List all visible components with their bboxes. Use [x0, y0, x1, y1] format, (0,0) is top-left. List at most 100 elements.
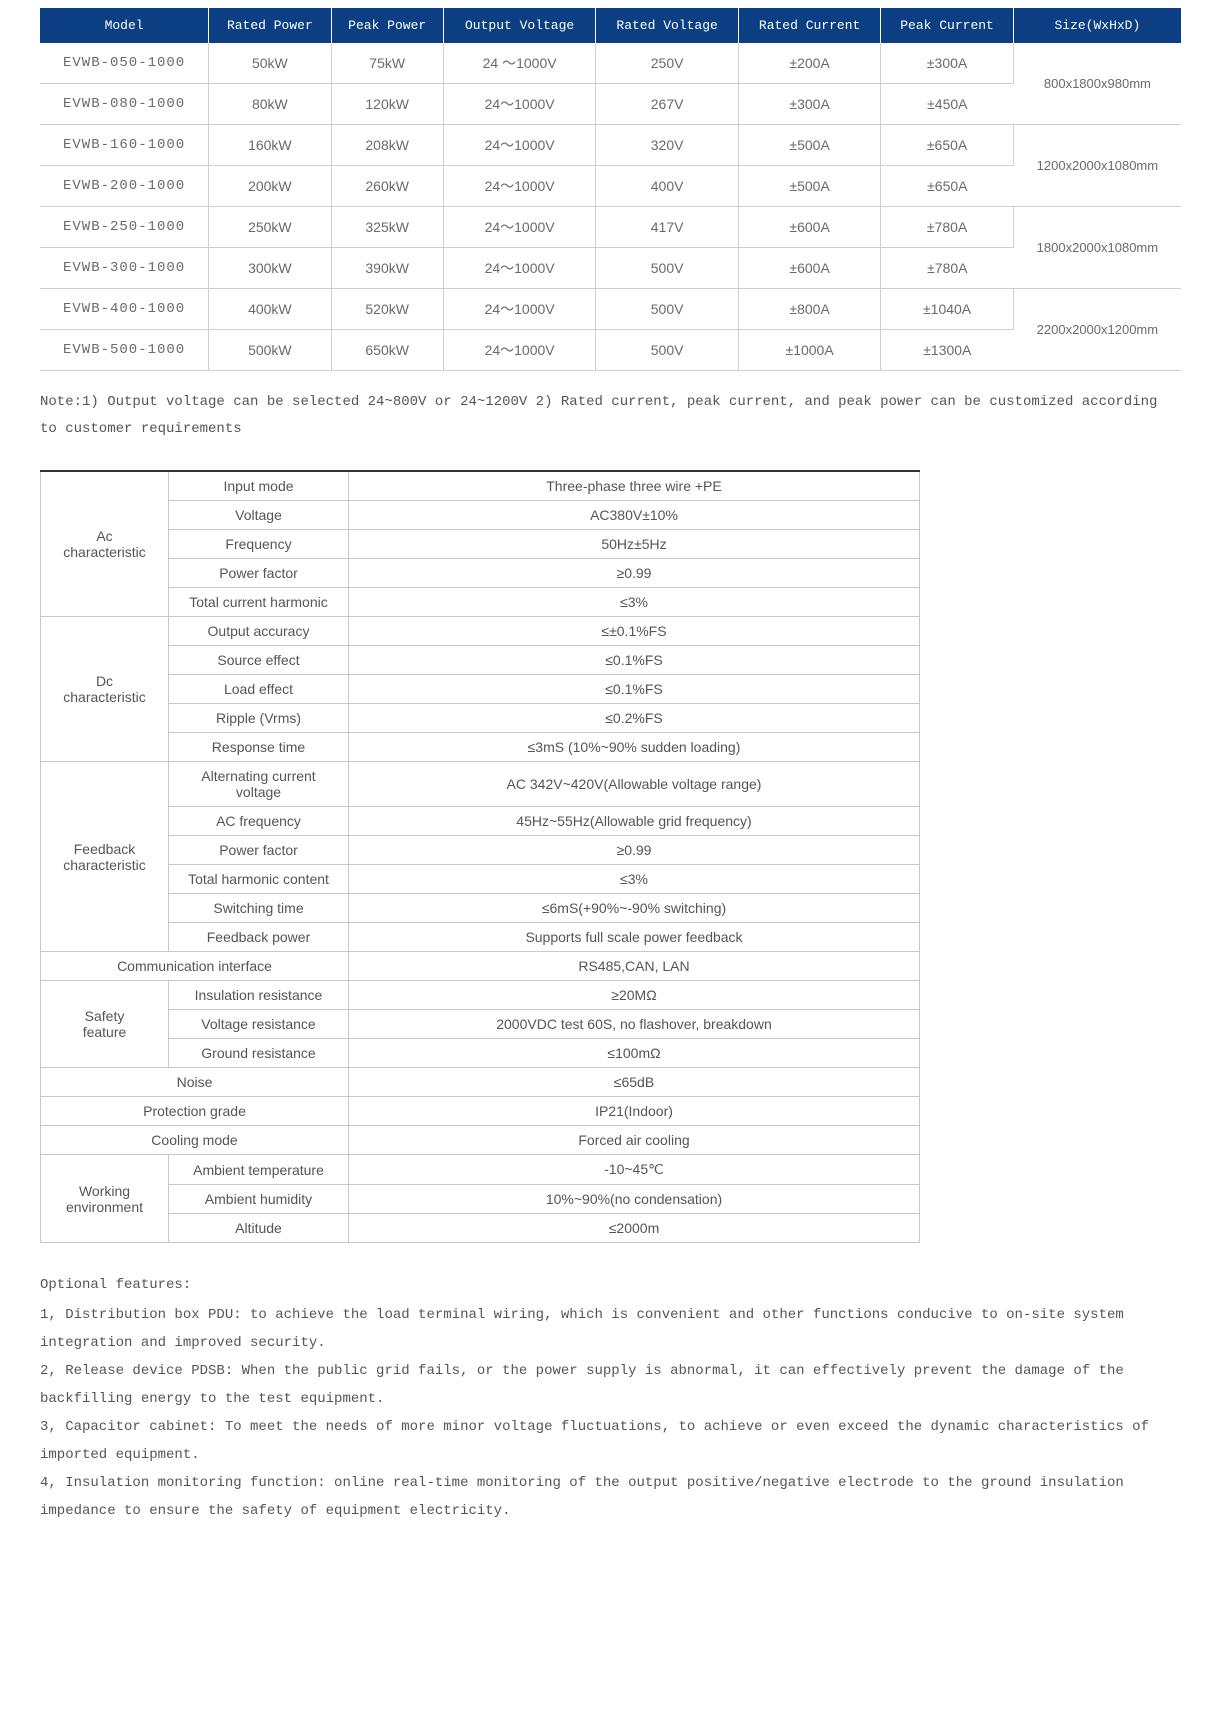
spec-param: Power factor [169, 836, 349, 865]
spec-category: Cooling mode [41, 1126, 349, 1155]
spec-param: Power factor [169, 559, 349, 588]
spec-value: ≥0.99 [349, 836, 920, 865]
cell: ±200A [738, 43, 880, 84]
cell: 24 ～1000V [443, 43, 596, 84]
cell: ±1000A [738, 330, 880, 371]
cell: ±650A [881, 166, 1013, 207]
cell: 650kW [331, 330, 443, 371]
spec-param: AC frequency [169, 807, 349, 836]
spec-row: Voltage resistance2000VDC test 60S, no f… [41, 1010, 920, 1039]
spec-value: Supports full scale power feedback [349, 923, 920, 952]
cell: ±500A [738, 125, 880, 166]
cell: 80kW [209, 84, 331, 125]
cell: ±780A [881, 248, 1013, 289]
spec-param: Ambient temperature [169, 1155, 349, 1185]
size-cell: 1800x2000x1080mm [1013, 207, 1181, 289]
spec-value: IP21(Indoor) [349, 1097, 920, 1126]
spec-value: ≤3% [349, 588, 920, 617]
spec-param: Frequency [169, 530, 349, 559]
cell: 325kW [331, 207, 443, 248]
spec-category: Feedbackcharacteristic [41, 762, 169, 952]
col-peak-power: Peak Power [331, 8, 443, 43]
optional-item: 1, Distribution box PDU: to achieve the … [40, 1301, 1181, 1357]
cell: EVWB-160-1000 [40, 125, 209, 166]
spec-param: Alternating current voltage [169, 762, 349, 807]
spec-value: ≤0.1%FS [349, 675, 920, 704]
spec-row: Power factor≥0.99 [41, 836, 920, 865]
spec-value: ≤3mS (10%~90% sudden loading) [349, 733, 920, 762]
cell: ±300A [881, 43, 1013, 84]
spec-value: ≥0.99 [349, 559, 920, 588]
spec-param: Total current harmonic [169, 588, 349, 617]
cell: 390kW [331, 248, 443, 289]
optional-item: 2, Release device PDSB: When the public … [40, 1357, 1181, 1413]
spec-row: DccharacteristicOutput accuracy≤±0.1%FS [41, 617, 920, 646]
cell: 500V [596, 330, 738, 371]
spec-category: Workingenvironment [41, 1155, 169, 1243]
spec-value: 50Hz±5Hz [349, 530, 920, 559]
cell: 500kW [209, 330, 331, 371]
spec-row: Cooling modeForced air cooling [41, 1126, 920, 1155]
cell: 160kW [209, 125, 331, 166]
table-row: EVWB-050-100050kW75kW24 ～1000V250V±200A±… [40, 43, 1181, 84]
cell: 208kW [331, 125, 443, 166]
spec-row: VoltageAC380V±10% [41, 501, 920, 530]
spec-value: AC380V±10% [349, 501, 920, 530]
cell: 24～1000V [443, 125, 596, 166]
spec-category: Safetyfeature [41, 981, 169, 1068]
spec-value: Forced air cooling [349, 1126, 920, 1155]
cell: 400kW [209, 289, 331, 330]
table-row: EVWB-400-1000400kW520kW24～1000V500V±800A… [40, 289, 1181, 330]
spec-param: Ground resistance [169, 1039, 349, 1068]
spec-row: Altitude≤2000m [41, 1214, 920, 1243]
cell: 267V [596, 84, 738, 125]
spec-param: Ripple (Vrms) [169, 704, 349, 733]
spec-param: Response time [169, 733, 349, 762]
models-header-row: Model Rated Power Peak Power Output Volt… [40, 8, 1181, 43]
spec-value: ≤±0.1%FS [349, 617, 920, 646]
spec-value: ≤0.1%FS [349, 646, 920, 675]
cell: ±1040A [881, 289, 1013, 330]
col-output-voltage: Output Voltage [443, 8, 596, 43]
cell: 24～1000V [443, 330, 596, 371]
spec-param: Source effect [169, 646, 349, 675]
spec-value: ≤2000m [349, 1214, 920, 1243]
cell: 417V [596, 207, 738, 248]
col-size: Size(WxHxD) [1013, 8, 1181, 43]
cell: 75kW [331, 43, 443, 84]
cell: 120kW [331, 84, 443, 125]
cell: EVWB-050-1000 [40, 43, 209, 84]
cell: EVWB-250-1000 [40, 207, 209, 248]
spec-value: 10%~90%(no condensation) [349, 1185, 920, 1214]
optional-item: 3, Capacitor cabinet: To meet the needs … [40, 1413, 1181, 1469]
cell: 250V [596, 43, 738, 84]
spec-param: Input mode [169, 471, 349, 501]
size-cell: 2200x2000x1200mm [1013, 289, 1181, 371]
table-row: EVWB-500-1000500kW650kW24～1000V500V±1000… [40, 330, 1181, 371]
spec-row: AccharacteristicInput modeThree-phase th… [41, 471, 920, 501]
spec-row: WorkingenvironmentAmbient temperature-10… [41, 1155, 920, 1185]
optional-features: Optional features: 1, Distribution box P… [40, 1271, 1181, 1525]
spec-value: -10~45℃ [349, 1155, 920, 1185]
spec-category: Dccharacteristic [41, 617, 169, 762]
spec-value: 2000VDC test 60S, no flashover, breakdow… [349, 1010, 920, 1039]
spec-row: Feedback powerSupports full scale power … [41, 923, 920, 952]
cell: 320V [596, 125, 738, 166]
cell: ±780A [881, 207, 1013, 248]
col-rated-voltage: Rated Voltage [596, 8, 738, 43]
spec-param: Load effect [169, 675, 349, 704]
size-cell: 1200x2000x1080mm [1013, 125, 1181, 207]
spec-param: Altitude [169, 1214, 349, 1243]
spec-param: Ambient humidity [169, 1185, 349, 1214]
spec-row: Load effect≤0.1%FS [41, 675, 920, 704]
cell: 400V [596, 166, 738, 207]
table-row: EVWB-250-1000250kW325kW24～1000V417V±600A… [40, 207, 1181, 248]
spec-row: Source effect≤0.1%FS [41, 646, 920, 675]
col-peak-current: Peak Current [881, 8, 1013, 43]
cell: 250kW [209, 207, 331, 248]
spec-value: ≥20MΩ [349, 981, 920, 1010]
cell: EVWB-080-1000 [40, 84, 209, 125]
cell: ±600A [738, 248, 880, 289]
table-row: EVWB-300-1000300kW390kW24～1000V500V±600A… [40, 248, 1181, 289]
table-row: EVWB-080-100080kW120kW24～1000V267V±300A±… [40, 84, 1181, 125]
